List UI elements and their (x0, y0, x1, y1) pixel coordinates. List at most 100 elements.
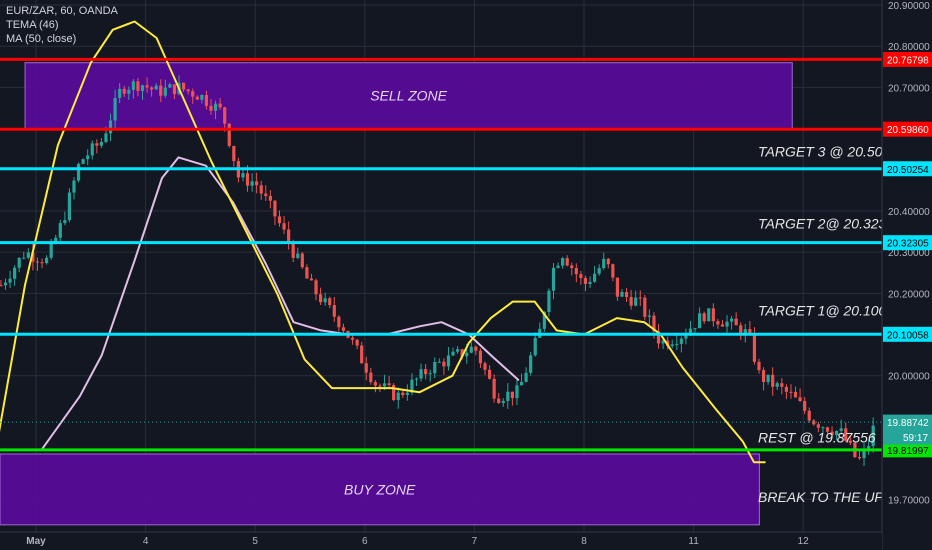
candle-body (748, 329, 752, 334)
candle-body (337, 316, 341, 328)
candle-body (825, 427, 830, 432)
ma-legend-label[interactable]: MA (50, close) (6, 33, 77, 45)
candle-body (31, 252, 35, 262)
level-price-badge[interactable] (883, 235, 932, 251)
level-price-badge[interactable] (883, 51, 932, 67)
candle-body (501, 400, 505, 404)
candle-body (223, 107, 227, 124)
candle-body (163, 87, 167, 96)
level-price-badge[interactable] (883, 161, 932, 177)
candle-body (191, 91, 195, 97)
candle-body (99, 142, 103, 146)
x-tick-label: 11 (688, 536, 699, 547)
y-tick-label: 19.70000 (888, 495, 930, 506)
level-price-badge[interactable] (883, 442, 932, 458)
candle-body (757, 361, 761, 371)
level-price-badge[interactable] (883, 326, 932, 342)
candle-body (44, 257, 49, 264)
y-tick-label: 20.20000 (888, 289, 930, 300)
candle-body (675, 343, 679, 345)
candle-body (264, 193, 268, 196)
candle-body (707, 308, 711, 322)
candle-body (579, 274, 583, 278)
candle-body (442, 361, 446, 367)
candle-body (487, 369, 492, 379)
candle-body (661, 340, 665, 344)
candle-body (551, 267, 556, 291)
annotation-text: TARGET 2@ 20.323 (758, 215, 887, 231)
candle-body (812, 420, 816, 425)
candle-body (519, 381, 524, 386)
candle-body (195, 96, 199, 100)
horizontal-levels[interactable] (0, 57, 882, 452)
candle-body (455, 349, 460, 352)
candle-body (656, 331, 661, 344)
candle-body (108, 120, 113, 134)
y-tick-label: 20.00000 (888, 372, 930, 383)
candle-body (241, 173, 245, 178)
candle-body (734, 318, 738, 326)
y-tick-label: 20.40000 (888, 207, 930, 218)
candle-body (136, 81, 140, 91)
candle-body (323, 298, 327, 303)
y-tick-label: 20.30000 (888, 248, 930, 259)
candle-body (871, 425, 875, 447)
candle-body (620, 292, 624, 297)
candle-body (739, 325, 743, 336)
annotations: TARGET 3 @ 20.502 TARGET 2@ 20.323 TARGET … (758, 143, 897, 505)
candle-body (492, 378, 496, 399)
x-tick-label: 5 (252, 536, 258, 547)
ma-50-line (40, 156, 520, 451)
time-axis[interactable] (0, 532, 882, 550)
candle-body (209, 105, 213, 111)
candle-body (419, 369, 423, 379)
candle-body (309, 278, 314, 281)
x-tick-label: 12 (798, 536, 810, 547)
candle-body (602, 258, 606, 269)
level-price-label: 20.50254 (887, 165, 929, 176)
candle-body (611, 264, 615, 278)
candle-body (172, 84, 177, 95)
candle-body (606, 258, 610, 265)
candle-body (465, 352, 469, 357)
level-price-badge[interactable] (883, 121, 932, 137)
candle-body (835, 431, 839, 435)
candle-body (401, 392, 405, 396)
candle-body (670, 344, 674, 347)
candle-body (305, 267, 309, 279)
candle-body (624, 292, 629, 298)
candle-body (561, 258, 565, 266)
candle-body (556, 265, 560, 268)
level-price-label: 20.32305 (887, 239, 929, 250)
candle-body (414, 378, 419, 380)
candle-body (76, 163, 81, 181)
candle-body (451, 351, 455, 356)
chart-legend: EUR/ZAR, 60, OANDA TEMA (46) MA (50, clo… (6, 4, 118, 46)
candle-body (131, 81, 135, 90)
candle-body (583, 277, 588, 284)
candle-body (232, 145, 236, 162)
candle-body (291, 243, 295, 258)
symbol-label[interactable]: EUR/ZAR, 60, OANDA (6, 5, 118, 17)
candle-body (168, 84, 172, 88)
candle-body (515, 385, 519, 399)
level-price-label: 19.81997 (887, 446, 929, 457)
candle-body (743, 329, 747, 336)
candle-body (752, 333, 757, 362)
candle-body (725, 321, 729, 327)
candle-body (542, 311, 546, 329)
level-price-label: 20.76798 (887, 55, 929, 66)
price-axis[interactable] (882, 0, 932, 550)
candle-body (3, 282, 8, 286)
tema-legend-label[interactable]: TEMA (46) (6, 19, 59, 31)
candle-body (26, 252, 30, 258)
current-price-badge[interactable] (883, 414, 932, 445)
candle-body (350, 337, 355, 340)
candle-body (17, 257, 21, 268)
candle-body (693, 328, 697, 330)
candle-body (780, 383, 784, 387)
candle-body (410, 379, 414, 393)
candle-body (848, 440, 852, 443)
